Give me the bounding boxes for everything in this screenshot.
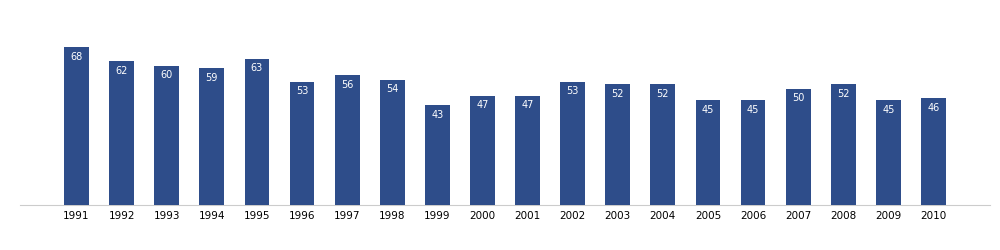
Text: 68: 68 [70, 52, 83, 62]
Bar [290, 82, 314, 205]
Bar [425, 105, 450, 205]
Bar [696, 100, 720, 205]
Text: 45: 45 [882, 105, 895, 115]
Bar [786, 89, 811, 205]
Text: 43: 43 [431, 110, 443, 120]
Bar [605, 84, 630, 205]
Bar [64, 47, 89, 205]
Text: 59: 59 [206, 72, 218, 83]
Text: 45: 45 [702, 105, 714, 115]
Bar [831, 84, 856, 205]
Text: 52: 52 [837, 89, 850, 99]
Bar [470, 96, 495, 205]
Text: 53: 53 [566, 86, 579, 97]
Text: 54: 54 [386, 84, 398, 94]
Text: 52: 52 [657, 89, 669, 99]
Text: 52: 52 [612, 89, 624, 99]
Text: 62: 62 [115, 66, 128, 76]
Text: 56: 56 [341, 80, 353, 90]
Text: 50: 50 [792, 94, 804, 104]
Text: 63: 63 [251, 63, 263, 73]
Bar [560, 82, 585, 205]
Text: 45: 45 [747, 105, 759, 115]
Bar [335, 75, 360, 205]
Bar [650, 84, 675, 205]
Bar [380, 80, 405, 205]
Bar [921, 98, 946, 205]
Bar [109, 61, 134, 205]
Text: 47: 47 [476, 100, 489, 110]
Text: 60: 60 [161, 70, 173, 80]
Text: 46: 46 [927, 103, 940, 113]
Bar [876, 100, 901, 205]
Bar [741, 100, 765, 205]
Bar [199, 68, 224, 205]
Text: 53: 53 [296, 86, 308, 97]
Text: 47: 47 [521, 100, 534, 110]
Bar [245, 58, 269, 205]
Bar [515, 96, 540, 205]
Bar [154, 66, 179, 205]
